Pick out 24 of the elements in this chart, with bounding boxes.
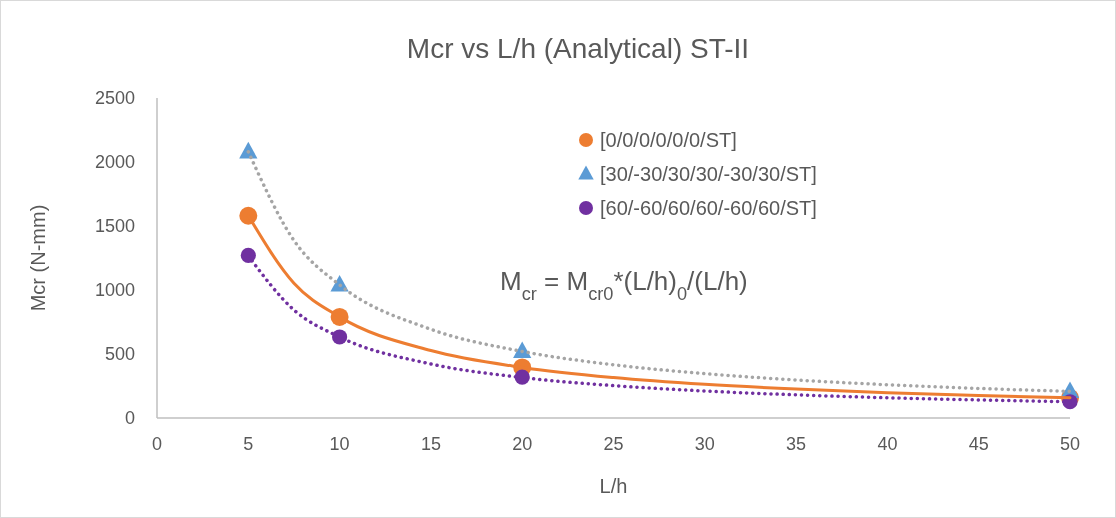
x-tick-label: 5: [243, 434, 254, 454]
legend-label: [60/-60/60/60/-60/60/ST]: [600, 197, 817, 219]
y-tick-label: 2000: [94, 152, 135, 172]
legend-label: [30/-30/30/30/-30/30/ST]: [600, 163, 817, 185]
legend-label: [0/0/0/0/0/0/ST]: [600, 129, 737, 151]
y-tick-label: 0: [124, 408, 135, 428]
y-axis-title: Mcr (N-mm): [27, 204, 49, 312]
y-tick-label: 2500: [94, 88, 135, 108]
x-tick-label: 15: [420, 434, 441, 454]
x-tick-label: 30: [694, 434, 715, 454]
annotation: M$_{cr}$ = M$_{cr0}$*(L/h)$_{0}$/(L/h): [500, 266, 748, 304]
x-tick-label: 0: [151, 434, 163, 454]
x-tick-label: 40: [877, 434, 898, 454]
x-tick-label: 45: [968, 434, 989, 454]
y-tick-label: 1500: [94, 216, 135, 236]
x-tick-label: 20: [512, 434, 533, 454]
x-tick-label: 50: [1059, 434, 1081, 454]
x-tick-label: 35: [786, 434, 807, 454]
x-tick-label: 25: [603, 434, 624, 454]
x-tick-label: 10: [329, 434, 350, 454]
chart-title: Mcr vs L/h (Analytical) ST-II: [406, 33, 750, 64]
y-tick-label: 500: [104, 344, 135, 364]
x-axis-title: L/h: [599, 475, 628, 497]
y-tick-label: 1000: [94, 280, 135, 300]
